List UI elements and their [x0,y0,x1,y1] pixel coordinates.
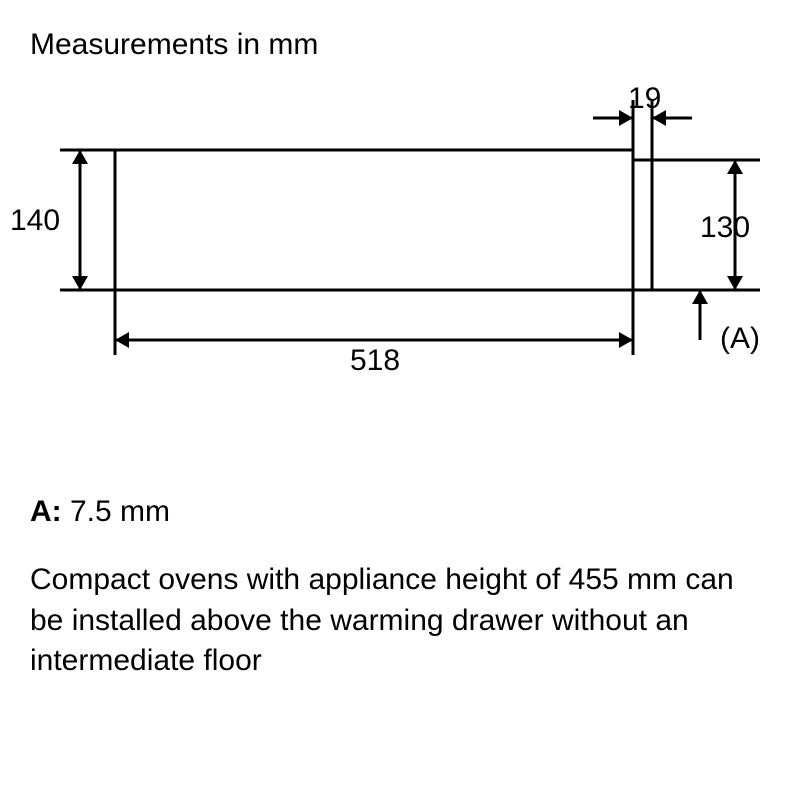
svg-text:518: 518 [350,344,400,377]
svg-text:130: 130 [700,211,750,244]
note-a: A: 7.5 mm [30,495,170,529]
note-a-value: 7.5 mm [70,495,170,528]
dimension-drawing: 140 518 19 130 (A) [0,0,800,460]
note-body: Compact ovens with appliance height of 4… [30,560,740,682]
page: Measurements in mm 14051819130(A) A: 7.5… [0,0,800,800]
svg-text:19: 19 [628,82,661,115]
note-a-label: A: [30,495,62,528]
svg-text:140: 140 [10,204,60,237]
svg-text:(A): (A) [720,322,760,355]
